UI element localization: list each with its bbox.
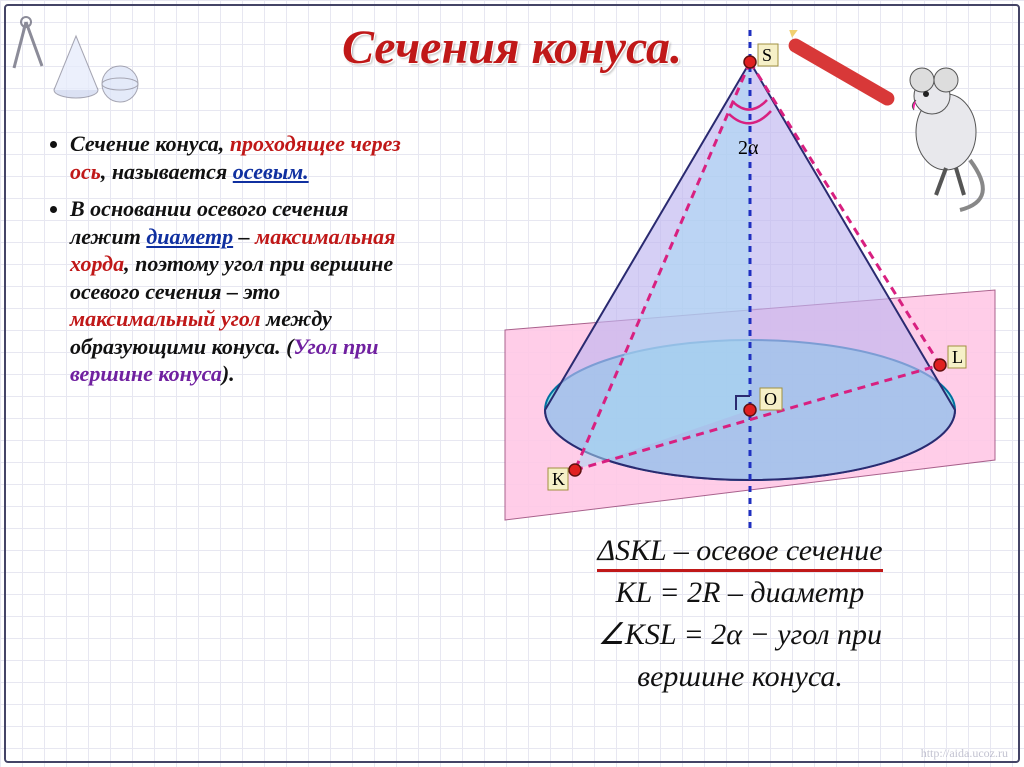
formulas-block: ΔSKL – осевое сечение KL = 2R – диаметр … <box>470 530 1010 698</box>
svg-text:K: K <box>552 469 565 489</box>
bullet-1: Сечение конуса, проходящее через ось, на… <box>70 130 424 185</box>
emph-red: максимальный угол <box>70 306 261 331</box>
svg-text:O: O <box>764 389 777 409</box>
svg-text:L: L <box>952 347 963 367</box>
text: – осевое сечение <box>666 534 882 567</box>
label-L: L <box>948 346 966 368</box>
label-angle: 2α <box>738 137 759 159</box>
label-O: O <box>760 388 782 410</box>
bullet-list: Сечение конуса, проходящее через ось, на… <box>44 130 424 398</box>
term-link: диаметр <box>146 224 233 249</box>
text: Сечение конуса, <box>70 131 230 156</box>
label-S: S <box>758 44 778 66</box>
cone-diagram: S O K L 2α <box>440 30 1000 530</box>
formula-line-1: ΔSKL – осевое сечение <box>470 530 1010 572</box>
text: ΔSKL <box>597 534 666 567</box>
formula-line-2: KL = 2R – диаметр <box>470 572 1010 614</box>
text: ). <box>222 361 235 386</box>
footer-url: http://aida.ucoz.ru <box>921 746 1008 761</box>
formula-line-4: вершине конуса. <box>470 656 1010 698</box>
text: – <box>233 224 255 249</box>
text: , называется <box>101 159 233 184</box>
svg-text:S: S <box>762 45 772 65</box>
label-K: K <box>548 468 568 490</box>
term-link: осевым. <box>233 159 309 184</box>
bullet-2: В основании осевого сечения лежит диамет… <box>70 195 424 388</box>
formula-line-3: ∠KSL = 2α − угол при <box>470 614 1010 656</box>
